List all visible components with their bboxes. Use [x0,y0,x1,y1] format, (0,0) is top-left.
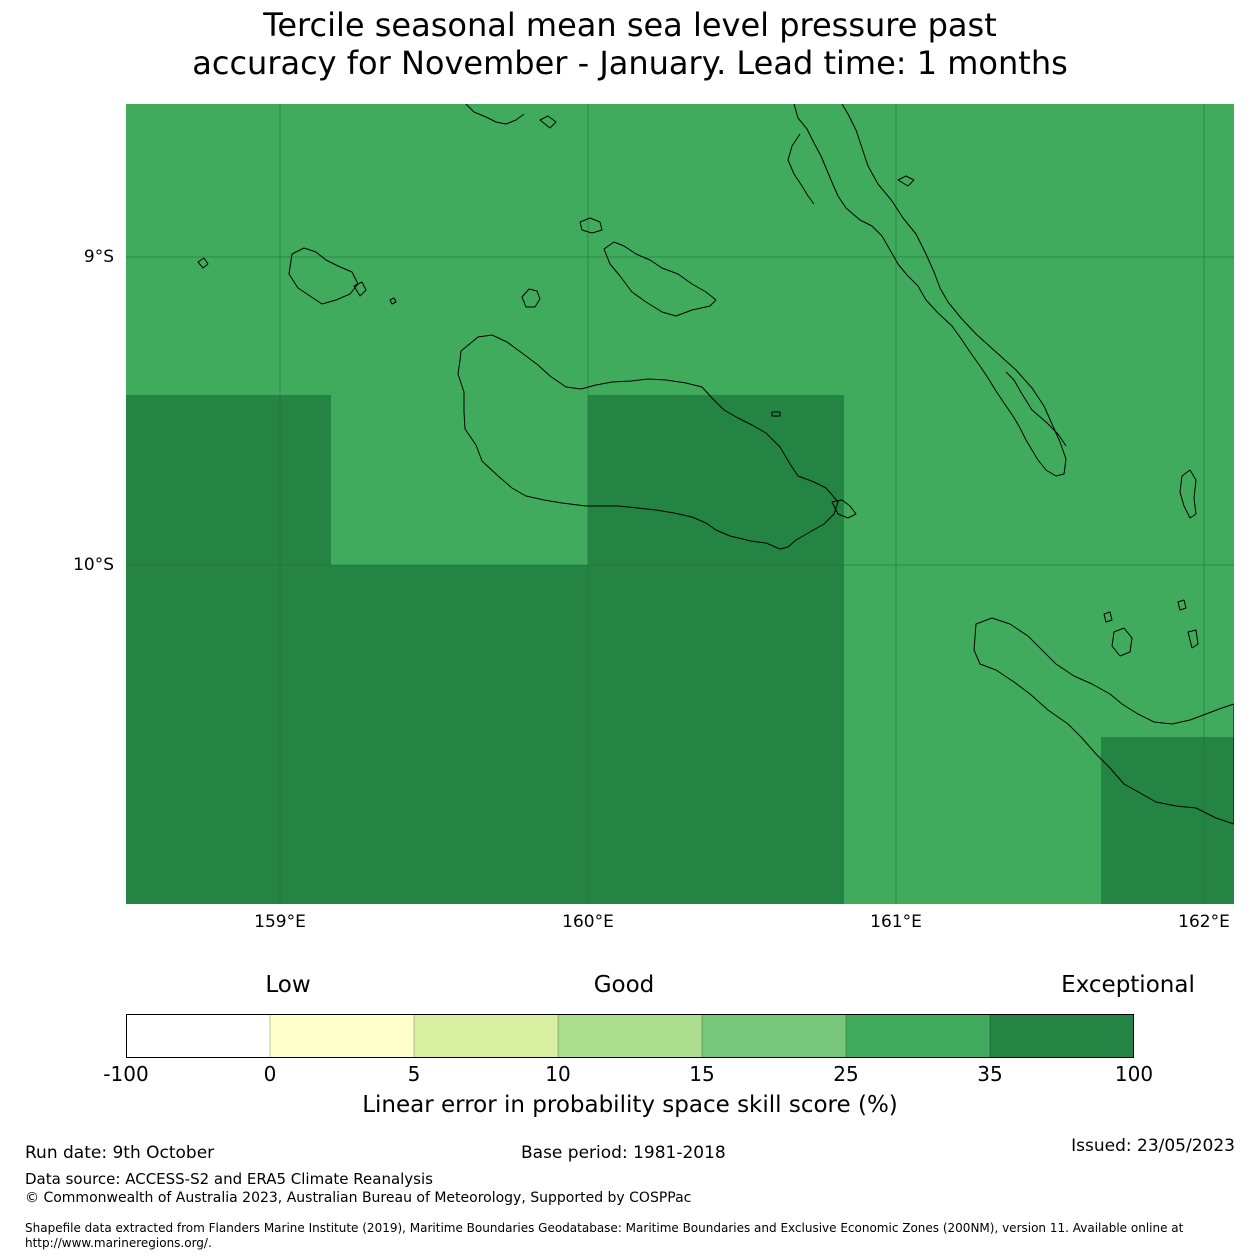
santa-isabel-coastline [465,104,525,125]
title-line-2: accuracy for November - January. Lead ti… [192,44,1068,82]
skill-cell-exceptional-southeast [1101,737,1234,904]
pavuvu-islet-west [197,257,209,269]
shapefile-credit-line-1: Shapefile data extracted from Flanders M… [25,1221,1184,1235]
ugi-island-coastline [1111,627,1133,657]
map-panel [126,104,1234,904]
colorbar-tick: 35 [977,1062,1003,1086]
coastlines [197,104,1234,825]
colorbar-segment [126,1014,270,1058]
colorbar-segment [846,1014,990,1058]
maramasike-coastline [1005,371,1067,447]
malaita-coastline [793,104,1067,477]
y-tick-9s: 9°S [83,247,114,267]
small-islet-central [771,411,781,417]
x-tick-162e: 162°E [1178,912,1230,932]
makira-north-islet [1103,611,1113,623]
guadalcanal-coastline [457,334,839,550]
issued-date: Issued: 23/05/2023 [1071,1136,1235,1156]
x-tick-159e: 159°E [254,912,306,932]
colorbar-svg [126,1014,1134,1058]
skill-cell-exceptional-west [126,395,331,904]
skill-cell-exceptional-central [588,395,844,565]
colorbar-segment [558,1014,702,1058]
shapefile-credit-line-2: http://www.marineregions.org/. [25,1236,212,1250]
colorbar-tick: 0 [263,1062,277,1086]
run-date: Run date: 9th October [25,1143,215,1163]
colorbar-border [126,1014,1134,1058]
florida-islands-coastline [603,241,717,317]
colorbar-tick: 25 [833,1062,859,1086]
x-tick-161e: 161°E [870,912,922,932]
makira-coastline [973,617,1234,825]
colorbar-tick: 5 [407,1062,421,1086]
chart-title: Tercile seasonal mean sea level pressure… [0,6,1260,82]
colorbar [126,1014,1134,1058]
russell-islet-east [353,281,367,297]
ulawa-island-coastline [1179,469,1197,519]
x-tick-160e: 160°E [562,912,614,932]
colorbar-label-exceptional: Exceptional [1061,972,1195,998]
three-sisters-islet-2 [1187,629,1199,649]
colorbar-tick: 15 [689,1062,715,1086]
malaita-north-coastline [787,133,815,205]
small-islet-russell [389,297,397,305]
copyright: © Commonwealth of Australia 2023, Austra… [25,1190,692,1206]
florida-north-islet [579,217,603,234]
title-line-1: Tercile seasonal mean sea level pressure… [263,6,997,44]
colorbar-label-low: Low [265,972,311,998]
three-sisters-islet [1177,599,1187,611]
y-tick-10s: 10°S [73,555,114,575]
colorbar-segment [990,1014,1134,1058]
colorbar-label-good: Good [593,972,655,998]
russell-islands-coastline [288,247,359,305]
colorbar-tick: -100 [103,1062,149,1086]
colorbar-tick: 100 [1114,1062,1154,1086]
santa-isabel-islet [539,115,557,129]
colorbar-segment [414,1014,558,1058]
colorbar-segment [270,1014,414,1058]
ngella-islet [897,175,915,187]
base-period: Base period: 1981-2018 [521,1143,726,1163]
colorbar-segment [702,1014,846,1058]
colorbar-title: Linear error in probability space skill … [362,1092,898,1118]
marau-islands-coastline [831,499,857,519]
savo-island-coastline [521,288,541,308]
graticule [126,104,1234,904]
map-svg [126,104,1234,904]
data-source: Data source: ACCESS-S2 and ERA5 Climate … [25,1170,433,1188]
colorbar-tick: 10 [545,1062,571,1086]
